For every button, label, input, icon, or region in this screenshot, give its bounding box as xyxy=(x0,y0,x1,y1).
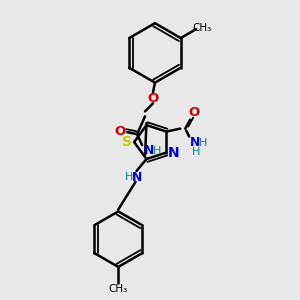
Text: N: N xyxy=(190,136,200,149)
Text: H: H xyxy=(192,147,200,158)
Text: N: N xyxy=(132,171,143,184)
Text: O: O xyxy=(188,106,200,119)
Text: N: N xyxy=(144,143,154,157)
Text: O: O xyxy=(147,92,159,105)
Text: CH₃: CH₃ xyxy=(109,284,128,294)
Text: CH₃: CH₃ xyxy=(193,23,212,33)
Text: O: O xyxy=(115,125,126,138)
Text: H: H xyxy=(153,146,161,156)
Text: S: S xyxy=(122,135,132,149)
Text: N: N xyxy=(167,146,179,160)
Text: H: H xyxy=(124,172,133,182)
Text: H: H xyxy=(199,139,207,148)
